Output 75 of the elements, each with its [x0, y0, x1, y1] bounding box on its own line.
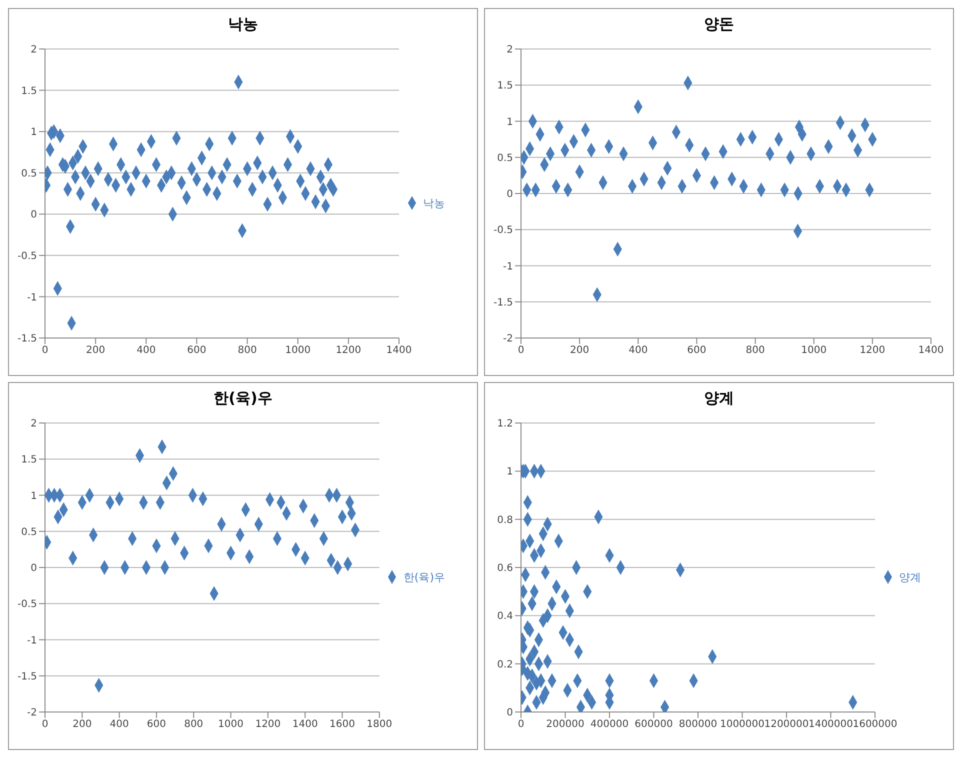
- y-tick-label: 0: [506, 708, 513, 719]
- y-tick-label: 1.5: [497, 80, 513, 92]
- x-tick-label: 1000: [218, 719, 244, 730]
- y-tick-label: 0: [506, 189, 513, 200]
- x-tick-label: 600000: [634, 719, 673, 730]
- y-tick-label: -2: [27, 708, 37, 719]
- x-tick-label: 600: [146, 719, 166, 730]
- y-tick-label: 1: [506, 116, 513, 128]
- y-tick-label: 1.5: [21, 454, 37, 466]
- y-tick-label: 2: [506, 44, 513, 56]
- chart-title: 한(육)우: [212, 388, 274, 409]
- x-tick-label: 1400: [292, 719, 318, 730]
- y-tick-label: 1: [506, 466, 513, 478]
- x-tick-label: 1200: [860, 345, 886, 356]
- y-tick-label: -1.5: [17, 334, 37, 345]
- x-tick-label: 600: [187, 345, 206, 356]
- y-tick-label: 0: [30, 210, 37, 221]
- x-tick-label: 1200000: [764, 719, 809, 730]
- y-tick-label: 2: [30, 418, 37, 430]
- x-tick-label: 1800: [366, 719, 392, 730]
- x-tick-label: 800: [238, 345, 257, 356]
- x-tick-label: 1600: [330, 719, 355, 730]
- x-tick-label: 800: [184, 719, 204, 730]
- y-tick-label: -0.5: [17, 250, 37, 262]
- x-tick-label: 800: [746, 345, 765, 356]
- y-tick-label: -1.5: [493, 297, 513, 308]
- y-tick-label: 0.2: [497, 659, 513, 670]
- y-tick-label: -2: [503, 334, 513, 345]
- y-tick-label: 1: [30, 127, 37, 138]
- x-tick-label: 400: [110, 719, 129, 730]
- y-tick-label: 0.5: [21, 526, 37, 538]
- x-tick-label: 0: [518, 345, 524, 356]
- y-tick-label: 0.5: [21, 168, 37, 180]
- x-tick-label: 600: [687, 345, 706, 356]
- y-tick-label: 1: [30, 490, 37, 502]
- y-tick-label: -1.5: [17, 671, 37, 682]
- x-tick-label: 1200: [255, 719, 281, 730]
- x-tick-label: 0: [42, 345, 48, 356]
- y-tick-label: -1: [27, 635, 37, 646]
- x-tick-label: 200: [86, 345, 106, 356]
- legend-label: 한(육)우: [403, 570, 445, 584]
- y-tick-label: 0.6: [497, 563, 513, 574]
- x-tick-label: 1000: [801, 345, 827, 356]
- x-tick-label: 200: [72, 719, 92, 730]
- x-tick-label: 1400: [386, 345, 412, 356]
- chart-title: 낙농: [227, 14, 259, 35]
- y-tick-label: -0.5: [17, 599, 37, 610]
- y-tick-label: 1.5: [21, 86, 37, 97]
- y-tick-label: -1: [27, 292, 37, 304]
- y-tick-label: 0.5: [497, 152, 513, 164]
- y-tick-label: 0.8: [497, 514, 513, 526]
- y-tick-label: -1: [503, 261, 513, 272]
- legend-label: 양계: [899, 570, 921, 584]
- x-tick-label: 1000: [285, 345, 311, 356]
- x-tick-label: 400: [628, 345, 648, 356]
- x-tick-label: 0: [42, 719, 48, 730]
- y-tick-label: 0: [30, 563, 37, 574]
- chart-title: 양계: [703, 388, 735, 409]
- x-tick-label: 0: [518, 719, 524, 730]
- x-tick-label: 1600000: [852, 719, 898, 730]
- x-tick-label: 1000000: [720, 719, 765, 730]
- y-tick-label: 1.2: [497, 418, 513, 430]
- legend-label: 낙농: [423, 196, 445, 210]
- y-tick-label: 2: [30, 44, 37, 56]
- y-tick-label: 0.4: [497, 611, 513, 622]
- x-tick-label: 800000: [678, 719, 718, 730]
- x-tick-label: 200000: [546, 719, 584, 730]
- x-tick-label: 1400000: [808, 719, 854, 730]
- x-tick-label: 1400: [918, 345, 944, 356]
- chart-title: 양돈: [703, 14, 735, 35]
- x-tick-label: 400000: [590, 719, 629, 730]
- x-tick-label: 400: [136, 345, 156, 356]
- y-tick-label: -0.5: [493, 225, 513, 236]
- x-tick-label: 1200: [336, 345, 362, 356]
- x-tick-label: 200: [570, 345, 590, 356]
